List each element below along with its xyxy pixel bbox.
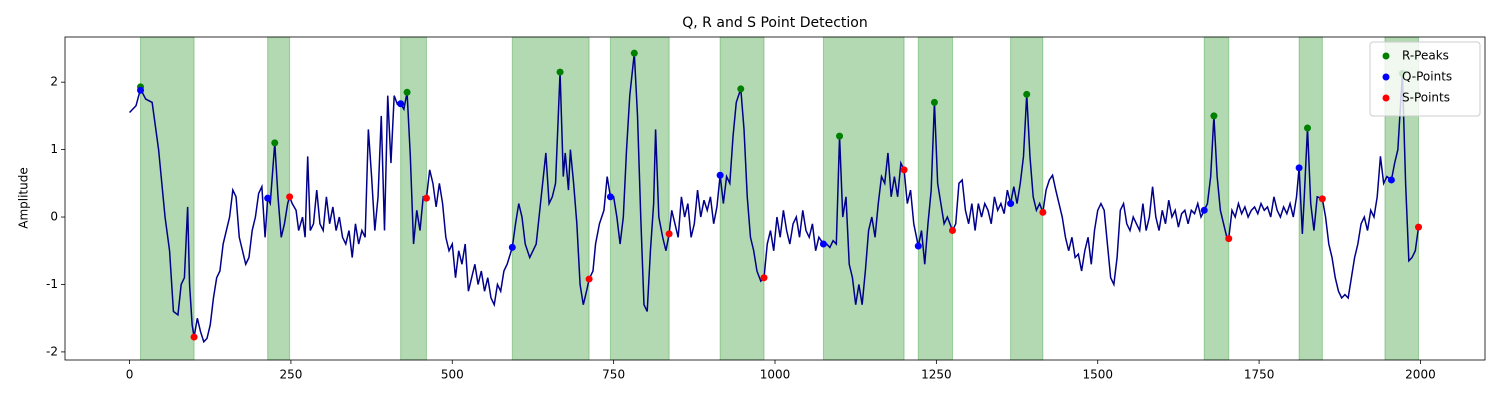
point-marker (630, 49, 638, 57)
point-marker (271, 139, 279, 147)
point-marker (1387, 176, 1395, 184)
y-tick-label: 0 (50, 210, 58, 224)
point-marker (1295, 164, 1303, 172)
x-tick-label: 750 (602, 368, 625, 382)
y-axis-label: Amplitude (17, 167, 31, 229)
point-marker (264, 194, 272, 202)
x-tick-label: 1250 (921, 368, 952, 382)
point-marker (760, 274, 768, 282)
point-marker (137, 86, 145, 94)
shaded-region (917, 36, 953, 361)
point-marker (190, 333, 198, 341)
legend-marker (1382, 73, 1390, 81)
shaded-region (140, 36, 195, 361)
x-tick-label: 250 (279, 368, 302, 382)
shaded-region (822, 36, 905, 361)
x-tick-label: 1000 (760, 368, 791, 382)
point-marker (900, 166, 908, 174)
point-marker (1007, 200, 1015, 208)
point-marker (1318, 195, 1326, 203)
legend-marker (1382, 94, 1390, 102)
point-marker (606, 193, 614, 201)
point-marker (585, 275, 593, 283)
point-marker (403, 88, 411, 96)
y-tick-label: 1 (50, 142, 58, 156)
point-marker (1023, 90, 1031, 98)
legend-label: S-Points (1402, 91, 1450, 105)
point-marker (1304, 124, 1311, 132)
point-marker (1210, 112, 1218, 120)
point-marker (930, 98, 938, 106)
shaded-region (719, 36, 765, 361)
point-marker (397, 100, 405, 108)
point-marker (665, 230, 673, 238)
x-tick-label: 2000 (1405, 368, 1436, 382)
point-marker (819, 240, 827, 248)
legend-label: R-Peaks (1402, 49, 1449, 63)
legend-marker (1382, 52, 1390, 60)
x-tick-label: 500 (441, 368, 464, 382)
point-marker (949, 227, 956, 235)
point-marker (716, 171, 724, 179)
point-marker (836, 132, 844, 140)
chart-title: Q, R and S Point Detection (682, 15, 867, 31)
point-marker (1415, 223, 1423, 231)
point-marker (422, 194, 430, 202)
signal-line (129, 53, 1421, 344)
legend-frame (1369, 41, 1481, 117)
point-marker (737, 85, 745, 93)
point-marker (286, 193, 294, 201)
point-marker (1225, 235, 1233, 243)
x-tick-label: 1500 (1082, 368, 1113, 382)
point-marker (914, 242, 922, 250)
y-tick-label: 2 (50, 75, 58, 89)
point-marker (1200, 206, 1208, 214)
point-marker (508, 243, 516, 251)
legend-label: Q-Points (1402, 70, 1452, 84)
point-marker (1039, 208, 1047, 216)
y-tick-label: -2 (46, 344, 58, 358)
y-tick-label: -1 (46, 277, 58, 291)
x-tick-label: 1750 (1244, 368, 1275, 382)
point-marker (556, 68, 564, 76)
x-tick-label: 0 (126, 368, 134, 382)
